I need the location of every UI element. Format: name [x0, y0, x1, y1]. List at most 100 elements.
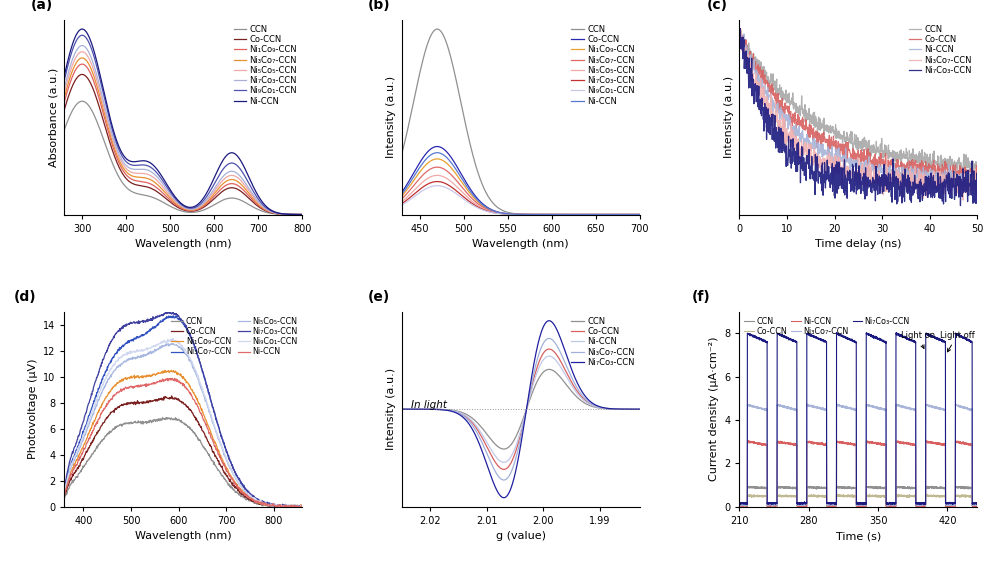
Ni₇Co₃-CCN — [971, 500, 983, 507]
Line: Co-CCN: Co-CCN — [402, 147, 640, 215]
Ni₁Co₉-CCN — [568, 211, 580, 218]
CCN — [167, 416, 179, 423]
Ni-CCN — [396, 406, 408, 413]
Ni₁Co₉-CCN — [59, 98, 70, 105]
Ni₃Co₇-CCN — [396, 406, 408, 413]
CCN — [733, 503, 745, 509]
Ni-CCN — [425, 152, 436, 158]
Ni₇Co₃-CCN — [885, 193, 897, 200]
Ni-CCN — [914, 171, 926, 178]
Ni₁Co₉-CCN — [59, 489, 70, 496]
Ni₉Co₁-CCN — [547, 211, 558, 218]
Ni₇Co₃-CCN — [835, 332, 847, 338]
Line: CCN: CCN — [402, 370, 640, 449]
CCN — [432, 25, 443, 32]
Ni₇Co₃-CCN — [733, 500, 745, 507]
Ni₃Co₇-CCN — [457, 412, 469, 419]
Ni₁Co₉-CCN — [396, 193, 408, 200]
Ni-CCN — [217, 462, 229, 469]
CCN — [396, 150, 408, 157]
Ni₅Co₅-CCN — [238, 486, 250, 493]
Ni₇Co₃-CCN — [425, 179, 436, 186]
Ni-CCN — [76, 25, 88, 32]
Line: Ni₉Co₁-CCN: Ni₉Co₁-CCN — [64, 338, 303, 507]
Ni₃Co₇-CCN — [575, 391, 587, 398]
Ni₇Co₃-CCN — [966, 500, 978, 507]
Ni₉Co₁-CCN — [432, 182, 443, 189]
Ni-CCN — [568, 211, 580, 218]
Ni₁Co₉-CCN — [167, 368, 179, 375]
Ni₇Co₃-CCN — [748, 82, 760, 88]
Line: Ni₅Co₅-CCN: Ni₅Co₅-CCN — [64, 344, 303, 507]
Ni₉Co₁-CCN — [167, 191, 179, 198]
Ni₅Co₅-CCN — [167, 195, 179, 202]
Ni₉Co₁-CCN — [297, 211, 309, 218]
Line: Ni-CCN: Ni-CCN — [402, 153, 640, 215]
Y-axis label: Photovoltage (μV): Photovoltage (μV) — [28, 359, 38, 460]
Ni₇Co₃-CCN — [857, 501, 869, 508]
Co-CCN — [167, 200, 179, 207]
Ni₇Co₃-CCN — [167, 309, 179, 316]
CCN — [569, 211, 581, 218]
Ni₃Co₇-CCN — [941, 501, 953, 508]
CCN — [634, 406, 646, 413]
Ni₇Co₃-CCN — [824, 500, 836, 507]
Ni₃Co₇-CCN — [568, 211, 580, 218]
CCN — [217, 474, 229, 481]
Ni₇Co₃-CCN — [544, 318, 556, 324]
Ni-CCN — [733, 502, 745, 509]
Ni-CCN — [504, 455, 516, 462]
Line: CCN: CCN — [739, 486, 977, 507]
Ni₇Co₃-CCN — [199, 198, 211, 205]
Ni-CCN — [938, 167, 950, 174]
Ni-CCN — [100, 403, 112, 410]
CCN — [167, 204, 179, 211]
Ni₁Co₉-CCN — [297, 211, 309, 218]
Ni₁Co₉-CCN — [217, 459, 229, 466]
Ni₉Co₁-CCN — [272, 503, 284, 510]
Co-CCN — [76, 71, 88, 78]
Co-CCN — [537, 351, 549, 358]
Ni₇Co₃-CCN — [634, 211, 646, 218]
Text: (b): (b) — [367, 0, 390, 12]
Ni₉Co₁-CCN — [491, 210, 503, 217]
Y-axis label: Intensity (a.u.): Intensity (a.u.) — [387, 368, 397, 451]
CCN — [120, 419, 132, 426]
Ni-CCN — [734, 27, 746, 33]
Ni₁Co₉-CCN — [167, 199, 179, 205]
Co-CCN — [568, 211, 580, 218]
Ni-CCN — [762, 503, 774, 510]
Ni-CCN — [101, 102, 113, 109]
CCN — [775, 484, 787, 491]
Ni-CCN — [199, 419, 211, 426]
Ni₇Co₃-CCN — [914, 199, 926, 205]
Ni₇Co₃-CCN — [941, 500, 953, 507]
Line: Ni₃Co₇-CCN: Ni₃Co₇-CCN — [402, 338, 640, 480]
Co-CCN — [425, 145, 436, 152]
Ni₃Co₇-CCN — [735, 25, 747, 32]
Ni₅Co₅-CCN — [199, 397, 211, 404]
Ni₁Co₉-CCN — [297, 503, 309, 510]
Ni₃Co₇-CCN — [733, 31, 745, 38]
Co-CCN — [878, 165, 890, 172]
Legend: CCN, Co-CCN, Ni₁Co₉-CCN, Ni₃Co₇-CCN, Ni₅Co₅-CCN, Ni₇Co₃-CCN, Ni₉Co₁-CCN, Ni-CCN: CCN, Co-CCN, Ni₁Co₉-CCN, Ni₃Co₇-CCN, Ni₅… — [171, 316, 299, 357]
Ni₉Co₁-CCN — [100, 372, 112, 379]
Co-CCN — [822, 503, 834, 510]
Ni₃Co₇-CCN — [425, 165, 436, 172]
Line: Ni-CCN: Ni-CCN — [739, 30, 977, 187]
Ni₃Co₇-CCN — [166, 314, 178, 321]
Line: Ni₅Co₅-CCN: Ni₅Co₅-CCN — [64, 52, 303, 215]
Ni₇Co₃-CCN — [396, 406, 408, 413]
Co-CCN — [872, 157, 884, 164]
Ni₉Co₁-CCN — [167, 335, 179, 342]
Line: Ni₇Co₃-CCN: Ni₇Co₃-CCN — [64, 312, 303, 507]
Line: Ni₁Co₉-CCN: Ni₁Co₉-CCN — [402, 159, 640, 215]
Ni₃Co₇-CCN — [872, 176, 884, 183]
Ni₅Co₅-CCN — [396, 198, 408, 205]
Line: Ni-CCN: Ni-CCN — [64, 29, 303, 215]
Ni₅Co₅-CCN — [297, 503, 309, 509]
Ni₅Co₅-CCN — [217, 450, 229, 457]
CCN — [59, 126, 70, 132]
CCN — [100, 432, 112, 439]
Ni₃Co₇-CCN — [438, 406, 450, 413]
